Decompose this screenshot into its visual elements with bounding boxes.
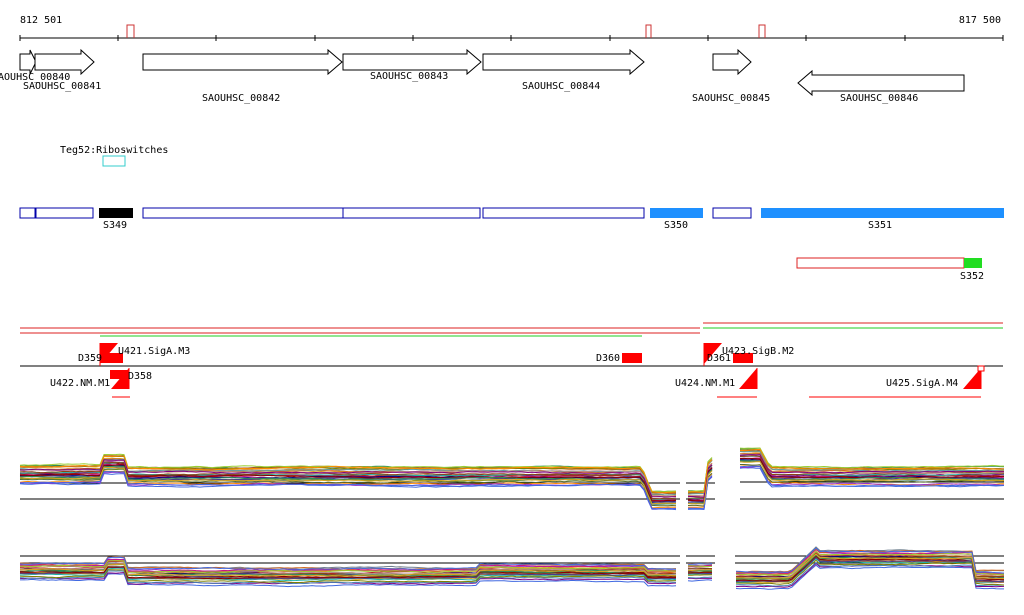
promoter-flag[interactable] xyxy=(963,368,981,389)
segment-outline-box[interactable] xyxy=(482,207,645,219)
terminator-block[interactable] xyxy=(101,353,123,363)
segment-track: S349 S350 S351 S352 xyxy=(19,207,1004,282)
ruler-marker xyxy=(645,24,652,38)
coverage-lines xyxy=(20,322,1003,337)
gene-label[interactable]: SAOUHSC_00843 xyxy=(370,71,448,82)
promoter-flag[interactable] xyxy=(111,368,129,389)
feature-label[interactable]: D358 xyxy=(128,371,152,382)
coordinate-ruler: 812 501 817 500 xyxy=(19,15,1004,41)
ruler-end-label: 817 500 xyxy=(959,15,1001,26)
segment-outline-box[interactable] xyxy=(712,207,752,219)
gene-arrow[interactable] xyxy=(142,48,343,76)
segment-label[interactable]: S350 xyxy=(664,220,688,231)
segment-outline-box[interactable] xyxy=(19,207,36,219)
gene-label[interactable]: SAOUHSC_00840 xyxy=(0,72,70,83)
segment-s352-outline[interactable] xyxy=(796,257,965,269)
ruler-marker xyxy=(126,24,135,38)
ruler-start-label: 812 501 xyxy=(20,15,62,26)
terminator-block[interactable] xyxy=(110,370,129,379)
expression-trace xyxy=(19,465,1005,510)
segment-outline-box[interactable] xyxy=(35,207,94,219)
gene-label[interactable]: SAOUHSC_00845 xyxy=(692,93,770,104)
feature-label[interactable]: D359 xyxy=(78,353,102,364)
segment-label[interactable]: S352 xyxy=(960,271,984,282)
feature-label[interactable]: D361 xyxy=(707,353,731,364)
feature-label[interactable]: U425.SigA.M4 xyxy=(886,378,958,389)
expression-trace xyxy=(19,550,1005,576)
segment-label[interactable]: S349 xyxy=(103,220,127,231)
segment-s349[interactable] xyxy=(99,208,133,218)
segment-s352[interactable] xyxy=(964,258,982,268)
segment-label[interactable]: S351 xyxy=(868,220,892,231)
expression-trace xyxy=(19,561,1005,587)
feature-label[interactable]: U424.NM.M1 xyxy=(675,378,735,389)
feature-label[interactable]: U423.SigB.M2 xyxy=(722,346,794,357)
expression-trace xyxy=(20,564,1004,590)
terminator-block[interactable] xyxy=(622,353,642,363)
expression-plot-upper xyxy=(19,447,1005,511)
expression-trace xyxy=(19,448,1005,494)
feature-marker[interactable] xyxy=(977,365,985,372)
riboswitch-label[interactable]: Teg52:Riboswitches xyxy=(60,145,168,156)
gene-track: SAOUHSC_00840 SAOUHSC_00841 SAOUHSC_0084… xyxy=(0,48,965,104)
expression-trace xyxy=(19,454,1005,498)
ruler-marker xyxy=(758,24,766,38)
feature-label[interactable]: D360 xyxy=(596,353,620,364)
feature-track: D359 U421.SigA.M3 D358 U422.NM.M1 D360 U… xyxy=(20,343,1003,398)
feature-label[interactable]: U421.SigA.M3 xyxy=(118,346,190,357)
gene-arrow[interactable] xyxy=(342,48,482,76)
ruler-ticks xyxy=(19,35,1004,41)
gene-label[interactable]: SAOUHSC_00841 xyxy=(23,81,101,92)
expression-trace xyxy=(19,555,1005,582)
expression-trace xyxy=(19,553,1005,579)
segment-outline-box[interactable] xyxy=(142,207,344,219)
expression-trace xyxy=(19,461,1005,505)
riboswitch-box[interactable] xyxy=(102,155,126,167)
gene-arrow[interactable] xyxy=(482,48,645,76)
gene-arrow[interactable] xyxy=(797,69,965,97)
gene-label[interactable]: SAOUHSC_00844 xyxy=(522,81,600,92)
gene-arrow[interactable] xyxy=(712,48,752,76)
riboswitch-track: Teg52:Riboswitches xyxy=(60,145,168,167)
promoter-flag[interactable] xyxy=(704,343,722,364)
expression-plot-lower xyxy=(19,546,1005,590)
segment-s351[interactable] xyxy=(761,208,1004,218)
expression-trace xyxy=(19,547,1005,574)
segment-s350[interactable] xyxy=(650,208,703,218)
gene-arrow[interactable] xyxy=(19,49,37,75)
promoter-flag[interactable] xyxy=(739,368,757,389)
gene-label[interactable]: SAOUHSC_00846 xyxy=(840,93,918,104)
segment-outline-box[interactable] xyxy=(342,207,481,219)
feature-label[interactable]: U422.NM.M1 xyxy=(50,378,110,389)
gene-arrow[interactable] xyxy=(34,48,95,76)
gene-label[interactable]: SAOUHSC_00842 xyxy=(202,93,280,104)
expression-trace xyxy=(19,559,1005,586)
terminator-block[interactable] xyxy=(733,353,753,363)
